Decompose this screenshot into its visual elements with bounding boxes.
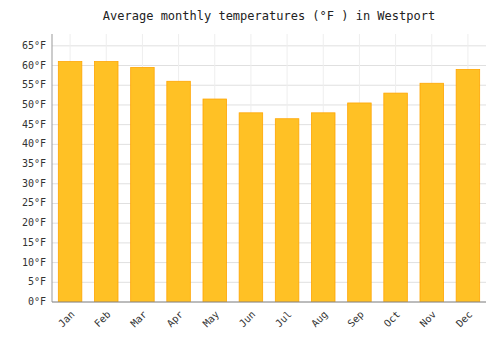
background — [0, 0, 500, 350]
y-axis-line — [52, 34, 53, 302]
y-tick-label: 15°F — [22, 237, 46, 248]
bar — [456, 69, 480, 302]
x-axis-line — [52, 302, 486, 303]
y-tick-label: 40°F — [22, 138, 46, 149]
y-tick-label: 5°F — [28, 276, 46, 287]
x-tick-label: May — [201, 309, 222, 330]
x-tick-label: Feb — [92, 309, 113, 330]
bar — [58, 62, 82, 302]
y-tick-label: 35°F — [22, 158, 46, 169]
bar — [384, 93, 408, 302]
bar — [94, 62, 118, 302]
x-tick-label: Dec — [454, 309, 475, 330]
bar — [275, 119, 299, 302]
y-tick-label: 25°F — [22, 197, 46, 208]
title: Average monthly temperatures (°F ) in We… — [103, 9, 435, 23]
x-tick-label: Mar — [128, 309, 149, 330]
bar — [131, 68, 155, 303]
y-tick-label: 0°F — [28, 296, 46, 307]
x-tick-label: Jul — [273, 309, 294, 330]
x-tick-label: Apr — [165, 309, 186, 330]
x-tick-label: Sep — [345, 309, 366, 330]
bar — [311, 113, 335, 302]
x-tick-label: Jan — [56, 309, 77, 330]
bar — [420, 83, 444, 302]
y-tick-label: 65°F — [22, 40, 46, 51]
grid-line-y — [52, 45, 486, 46]
y-tick-label: 30°F — [22, 178, 46, 189]
x-tick-label: Jun — [237, 309, 258, 330]
x-tick-label: Nov — [418, 309, 439, 330]
y-tick-label: 60°F — [22, 60, 46, 71]
y-tick-label: 45°F — [22, 119, 46, 130]
grid — [52, 34, 486, 302]
bars — [58, 62, 479, 302]
y-tick-label: 55°F — [22, 79, 46, 90]
chart: 0°F 5°F 10°F 15°F 20°F 25°F 30°F 35°F 40°F 45°F 50… — [0, 0, 500, 350]
bar — [203, 99, 227, 302]
bar — [348, 103, 372, 302]
x-tick-label: Aug — [309, 309, 330, 330]
y-tick-label: 10°F — [22, 257, 46, 268]
bar — [167, 81, 191, 302]
y-tick-label: 20°F — [22, 217, 46, 228]
y-tick-label: 50°F — [22, 99, 46, 110]
x-tick-label: Oct — [382, 309, 403, 330]
grid-line-y — [52, 302, 486, 303]
bar — [239, 113, 263, 302]
